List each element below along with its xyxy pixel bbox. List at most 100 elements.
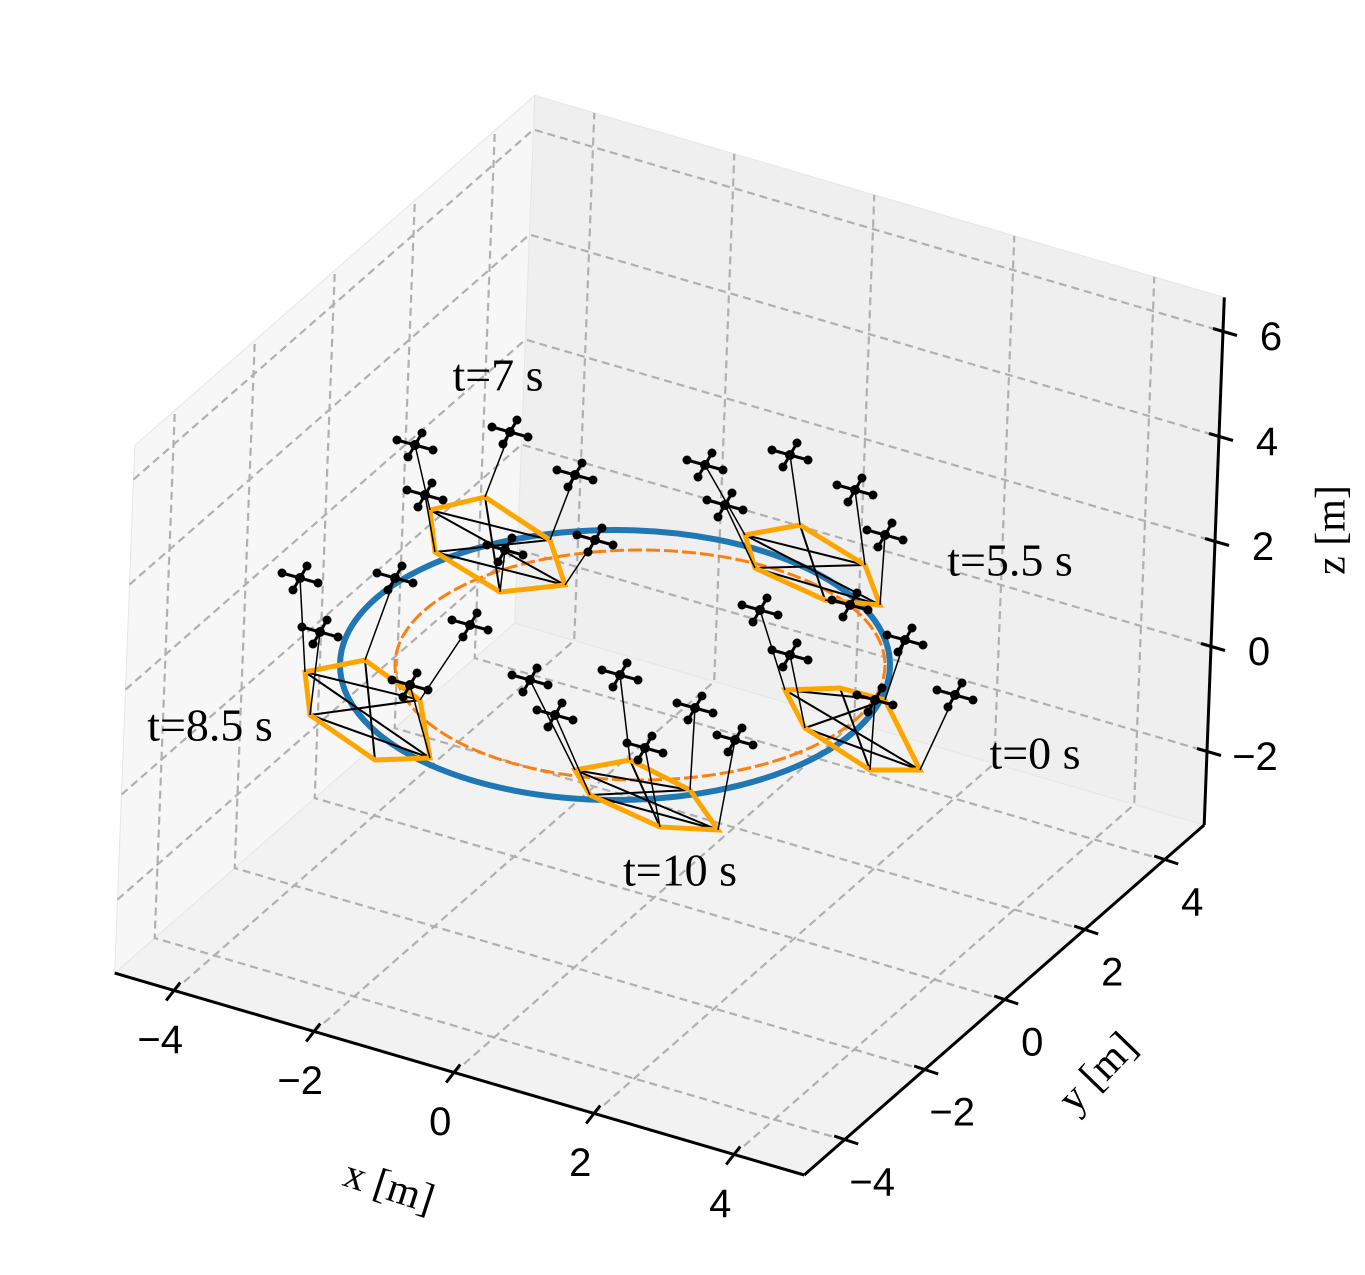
drone-rotor [827, 595, 837, 605]
drone-rotor [568, 715, 578, 725]
drone-rotor [968, 695, 978, 705]
drone-rotor [622, 738, 632, 748]
drone-rotor [512, 415, 522, 425]
drone-rotor [877, 683, 887, 693]
grid-line [153, 410, 845, 1142]
drone-rotor [803, 455, 813, 465]
drone-rotor [583, 547, 593, 557]
tether [554, 714, 591, 796]
drone-rotor [402, 485, 412, 495]
drone-rotor [773, 610, 783, 620]
drone-rotor [523, 432, 533, 442]
drone-rotor [708, 708, 718, 718]
drone-rotor [702, 495, 712, 505]
drone-body [500, 545, 510, 555]
drone-rotor [792, 638, 802, 648]
tether [789, 654, 806, 729]
drone-rotor [482, 540, 492, 550]
drone-rotor [308, 639, 318, 649]
drone-body [785, 650, 795, 660]
drone-rotor [832, 480, 842, 490]
x-axis [114, 971, 805, 1177]
drone-body [880, 530, 890, 540]
tether [879, 534, 886, 606]
drone-rotor [563, 482, 573, 492]
drone-body [785, 450, 795, 460]
drone-rotor [302, 561, 312, 571]
drone-rotor [423, 685, 433, 695]
drone-rotor [417, 428, 427, 438]
link [589, 789, 691, 796]
drone-rotor [893, 647, 903, 657]
drone-rotor [737, 723, 747, 733]
drone-rotor [713, 512, 723, 522]
drone-rotor [518, 550, 528, 560]
drone-rotor [412, 668, 422, 678]
drone-rotor [943, 702, 953, 712]
drone-rotor [532, 663, 542, 673]
link [309, 699, 421, 716]
link [839, 687, 871, 771]
z-tick-label: 0 [1248, 630, 1270, 674]
drone-body [850, 485, 860, 495]
drone-body [420, 490, 430, 500]
link [309, 714, 431, 759]
drone-rotor [408, 578, 418, 588]
drone-rotor [507, 533, 517, 543]
annotation: t=8.5 s [147, 700, 273, 751]
drone-rotor [588, 475, 598, 485]
drone-rotor [557, 698, 567, 708]
tether [717, 739, 736, 831]
drone-rotor [297, 622, 307, 632]
drone-rotor [438, 495, 448, 505]
drone-rotor [873, 542, 883, 552]
drone-rotor [918, 640, 928, 650]
drone-rotor [543, 722, 553, 732]
drone-body [525, 675, 535, 685]
axes: −4 −2 0 2 4 −4 −2 0 2 4 −2 0 2 4 6 [114, 297, 1282, 1226]
grid-line [313, 270, 1005, 1002]
z-axis [1202, 297, 1226, 826]
drone-rotor [778, 662, 788, 672]
drone-body [690, 703, 700, 713]
link [744, 534, 866, 566]
z-tick [1204, 537, 1230, 547]
link [574, 769, 691, 791]
z-tick [1196, 747, 1222, 757]
drone-body [505, 427, 515, 437]
drone-rotor [647, 731, 657, 741]
drone-rotor [333, 632, 343, 642]
drone-body [720, 500, 730, 510]
drone-rotor [737, 600, 747, 610]
drone-rotor [532, 705, 542, 715]
drone-rotor [683, 715, 693, 725]
y-tick-label: 0 [1021, 1021, 1043, 1065]
drone-rotor [727, 488, 737, 498]
drone-rotor [712, 730, 722, 740]
drone-rotor [597, 523, 607, 533]
tether [309, 631, 321, 716]
drone-rotor [852, 588, 862, 598]
link [754, 567, 881, 606]
link [304, 671, 431, 759]
drone-body [405, 680, 415, 690]
drone-body [950, 690, 960, 700]
drone-body [615, 670, 625, 680]
x-tick-label: 4 [709, 1182, 731, 1226]
drone-rotor [863, 605, 873, 615]
drone-rotor [392, 435, 402, 445]
drone-rotor [888, 700, 898, 710]
drone-body [465, 620, 475, 630]
drone-rotor [577, 458, 587, 468]
link [784, 689, 921, 771]
link [629, 759, 661, 828]
drone-rotor [608, 682, 618, 692]
drone-rotor [498, 439, 508, 449]
drone-rotor [403, 452, 413, 462]
drone-rotor [518, 687, 528, 697]
link [754, 564, 866, 569]
drone-rotor [507, 670, 517, 680]
drone-rotor [493, 557, 503, 567]
tether [789, 454, 801, 526]
drone-rotor [413, 502, 423, 512]
